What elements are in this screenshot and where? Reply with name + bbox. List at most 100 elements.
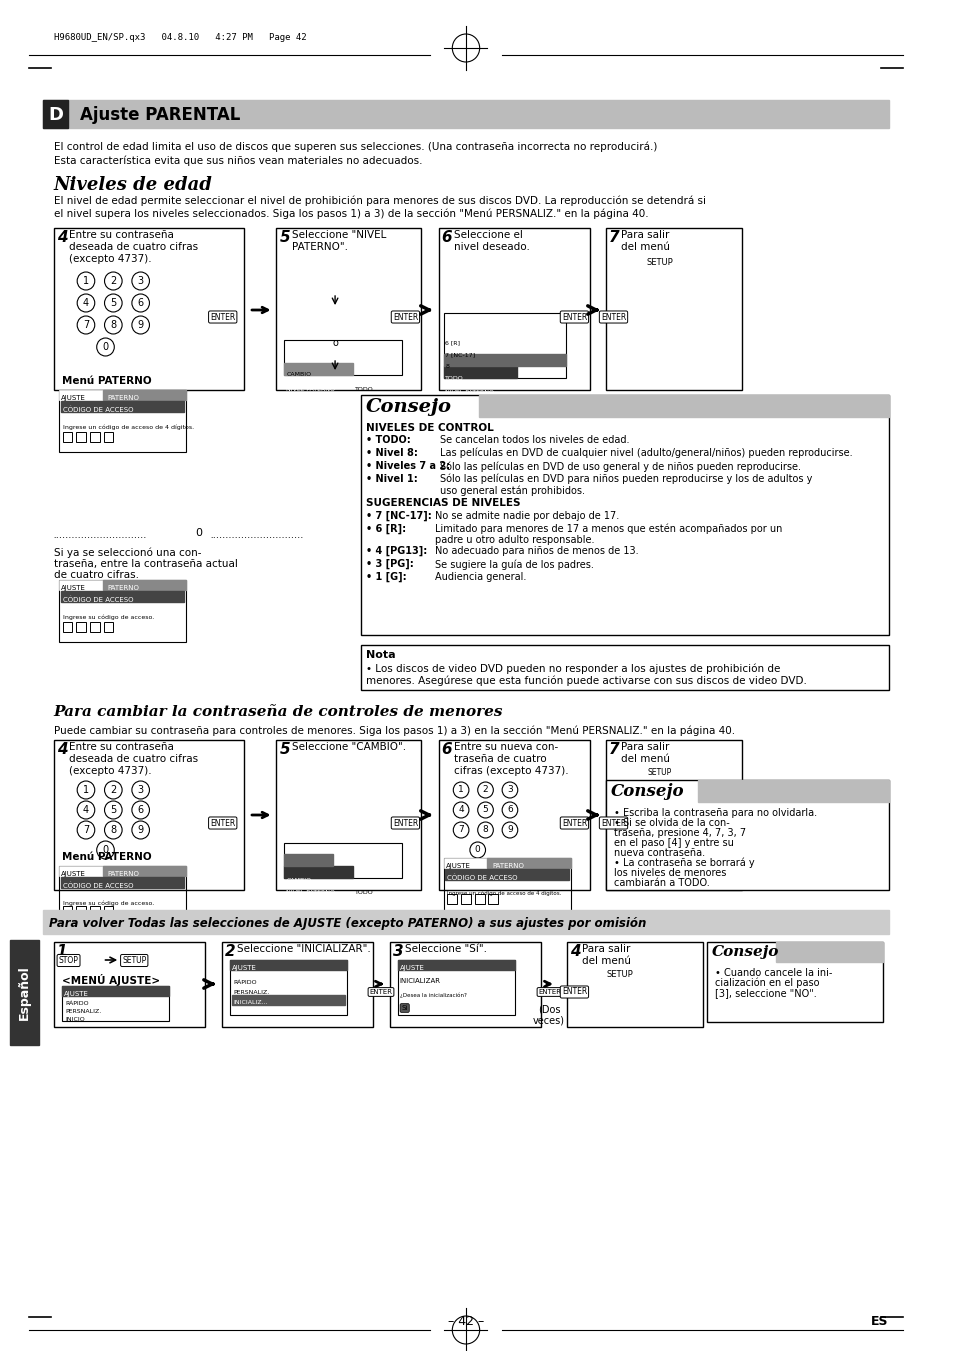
Text: 8: 8 bbox=[111, 825, 116, 835]
Text: 3: 3 bbox=[137, 276, 144, 286]
Text: • 3 [PG]:: • 3 [PG]: bbox=[366, 559, 414, 569]
Text: Se cancelan todos los niveles de edad.: Se cancelan todos los niveles de edad. bbox=[439, 435, 628, 444]
Text: SETUP: SETUP bbox=[606, 970, 633, 979]
Bar bbox=[58, 580, 186, 590]
Text: 7: 7 bbox=[457, 825, 463, 835]
Text: del menú: del menú bbox=[620, 242, 670, 253]
Text: 3: 3 bbox=[507, 785, 513, 794]
Bar bbox=[230, 961, 347, 970]
Bar bbox=[90, 907, 99, 916]
Text: (excepto 4737).: (excepto 4737). bbox=[70, 254, 152, 263]
Text: 5: 5 bbox=[279, 742, 290, 757]
Text: 8: 8 bbox=[482, 825, 488, 835]
Text: • 1 [G]:: • 1 [G]: bbox=[366, 571, 407, 582]
Text: NIVEL PATERNO: NIVEL PATERNO bbox=[286, 386, 335, 392]
Text: 4: 4 bbox=[56, 742, 68, 757]
Text: Para volver Todas las selecciones de AJUSTE (excepto PATERNO) a sus ajustes por : Para volver Todas las selecciones de AJU… bbox=[49, 916, 645, 929]
Text: [3], seleccione "NO".: [3], seleccione "NO". bbox=[715, 988, 816, 998]
Text: SETUP: SETUP bbox=[122, 957, 146, 965]
Text: Seleccione "NIVEL: Seleccione "NIVEL bbox=[292, 230, 386, 240]
Bar bbox=[284, 854, 333, 866]
Text: 5: 5 bbox=[279, 230, 290, 245]
Bar bbox=[706, 942, 882, 1021]
Text: ENTER: ENTER bbox=[393, 312, 417, 322]
Text: TODO: TODO bbox=[355, 890, 373, 894]
Text: SETUP: SETUP bbox=[645, 258, 672, 267]
Text: nueva contraseña.: nueva contraseña. bbox=[613, 848, 704, 858]
Bar bbox=[90, 621, 99, 632]
Bar bbox=[284, 843, 401, 878]
Text: INICIALIZ...: INICIALIZ... bbox=[233, 1000, 268, 1005]
Text: – 42 –: – 42 – bbox=[447, 1315, 483, 1328]
Bar bbox=[698, 780, 888, 802]
Text: 3: 3 bbox=[393, 944, 403, 959]
Bar bbox=[230, 961, 347, 1015]
Bar bbox=[43, 100, 69, 128]
Text: PERSNALIZ.: PERSNALIZ. bbox=[233, 990, 270, 994]
Text: Ajuste PARENTAL: Ajuste PARENTAL bbox=[80, 105, 240, 124]
Bar bbox=[447, 894, 456, 904]
Text: Entre su contraseña: Entre su contraseña bbox=[70, 230, 174, 240]
Text: • Nivel 8:: • Nivel 8: bbox=[366, 449, 417, 458]
Text: traseña, entre la contraseña actual: traseña, entre la contraseña actual bbox=[53, 559, 237, 569]
Text: RÁPIDO: RÁPIDO bbox=[66, 1001, 89, 1006]
Bar bbox=[63, 432, 72, 442]
Text: TODO: TODO bbox=[445, 376, 464, 381]
Text: AJUSTE: AJUSTE bbox=[60, 585, 86, 590]
Bar bbox=[103, 580, 186, 590]
Text: NIVEL PATERNO: NIVEL PATERNO bbox=[286, 890, 335, 894]
Bar bbox=[443, 354, 565, 366]
Text: ENTER: ENTER bbox=[600, 819, 625, 828]
Text: 6: 6 bbox=[507, 805, 513, 815]
Text: AJUSTE: AJUSTE bbox=[60, 394, 86, 401]
Bar bbox=[10, 940, 39, 1046]
Bar bbox=[60, 401, 184, 412]
Bar bbox=[605, 780, 888, 890]
Text: Seleccione "Sí".: Seleccione "Sí". bbox=[405, 944, 487, 954]
Bar bbox=[276, 228, 420, 390]
Text: ENTER: ENTER bbox=[210, 819, 235, 828]
Text: traseña, presione 4, 7, 3, 7: traseña, presione 4, 7, 3, 7 bbox=[613, 828, 745, 838]
Text: CÓDIGO DE ACCESO: CÓDIGO DE ACCESO bbox=[63, 596, 132, 603]
Text: AJUSTE: AJUSTE bbox=[399, 965, 424, 971]
Text: Para salir: Para salir bbox=[581, 944, 630, 954]
Bar bbox=[60, 877, 184, 888]
Text: nivel deseado.: nivel deseado. bbox=[454, 242, 530, 253]
Text: Audiencia general.: Audiencia general. bbox=[435, 571, 525, 582]
Bar bbox=[58, 390, 186, 400]
Text: 2: 2 bbox=[111, 276, 116, 286]
Text: AJUSTE: AJUSTE bbox=[232, 965, 256, 971]
Bar bbox=[397, 961, 515, 1015]
Text: 4: 4 bbox=[83, 299, 89, 308]
Text: ENTER: ENTER bbox=[537, 989, 561, 994]
Bar bbox=[104, 907, 113, 916]
Bar bbox=[43, 911, 888, 934]
Bar bbox=[478, 394, 888, 417]
Bar bbox=[63, 621, 72, 632]
Bar bbox=[361, 644, 888, 690]
Text: No adecuado para niños de menos de 13.: No adecuado para niños de menos de 13. bbox=[435, 546, 638, 557]
Text: 7 [NC-17]: 7 [NC-17] bbox=[445, 353, 476, 357]
Bar bbox=[58, 866, 186, 875]
Text: 9: 9 bbox=[137, 825, 144, 835]
Text: Sólo las películas en DVD para niños pueden reproducirse y los de adultos y: Sólo las películas en DVD para niños pue… bbox=[439, 474, 811, 485]
Text: 1: 1 bbox=[457, 785, 463, 794]
Text: PATERNO: PATERNO bbox=[108, 585, 139, 590]
Text: 6: 6 bbox=[137, 299, 144, 308]
Text: 2: 2 bbox=[225, 944, 235, 959]
Text: ENTER: ENTER bbox=[561, 988, 586, 997]
Text: • 6 [R]:: • 6 [R]: bbox=[366, 524, 406, 534]
Text: Ingrese un código de acceso de 4 dígitos.: Ingrese un código de acceso de 4 dígitos… bbox=[63, 424, 193, 430]
Bar bbox=[284, 340, 401, 376]
Text: 2: 2 bbox=[111, 785, 116, 794]
Text: 4: 4 bbox=[56, 230, 68, 245]
Text: CAMBIO: CAMBIO bbox=[286, 878, 311, 884]
Bar bbox=[775, 942, 882, 962]
Text: Español: Español bbox=[18, 965, 30, 1020]
Text: 8: 8 bbox=[445, 363, 449, 369]
Text: ENTER: ENTER bbox=[210, 312, 235, 322]
Text: 5: 5 bbox=[111, 805, 116, 815]
Text: AJUSTE: AJUSTE bbox=[64, 992, 89, 997]
Bar bbox=[53, 228, 244, 390]
Text: Puede cambiar su contraseña para controles de menores. Siga los pasos 1) a 3) en: Puede cambiar su contraseña para control… bbox=[53, 725, 734, 735]
